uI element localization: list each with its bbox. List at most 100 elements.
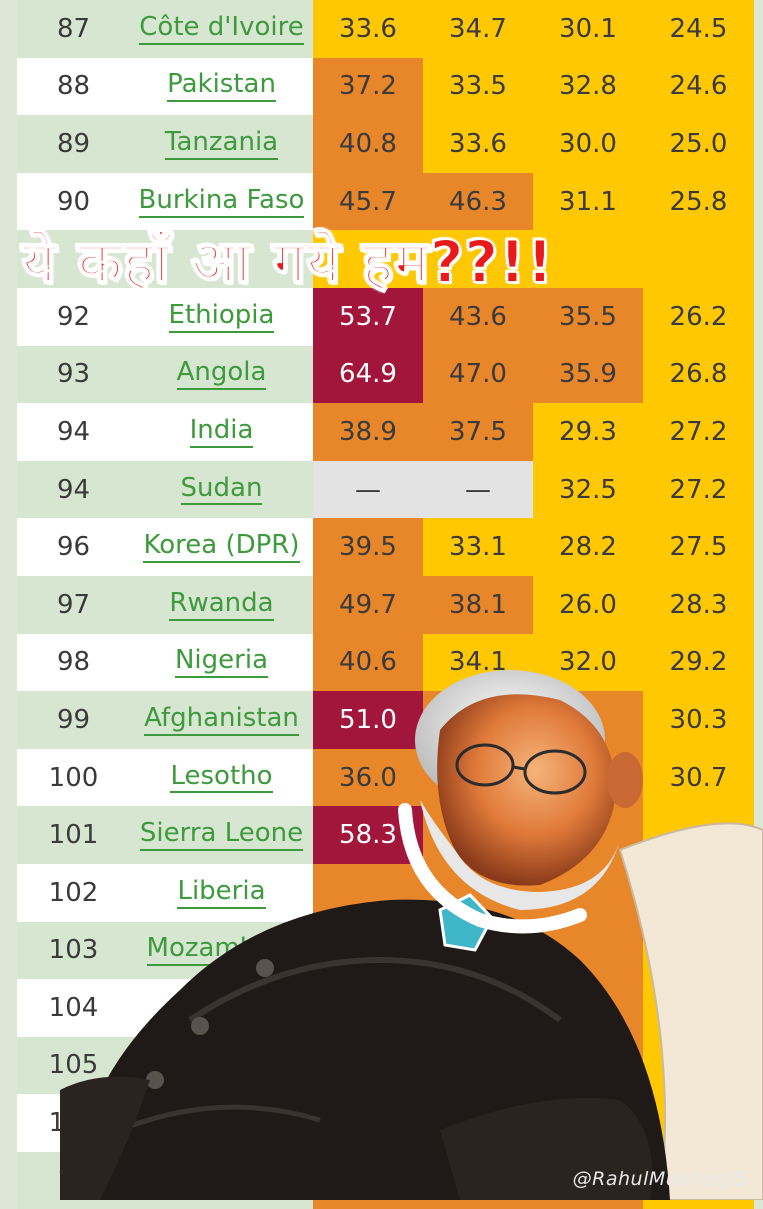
country-cell[interactable]: Sierra Leone [130,806,313,864]
country-cell[interactable]: Afghanistan [130,691,313,749]
rank-cell: 97 [56,589,91,620]
score-cell: 43.6 [423,287,533,346]
rank-cell: 87 [56,13,91,44]
score-cell: 53.7 [313,287,423,346]
score-cell: 35.9 [533,345,643,404]
country-cell[interactable]: Côte d'Ivoire [130,0,313,58]
score-cell: 36.0 [313,748,423,807]
score-cell: 28.3 [643,575,754,634]
country-cell[interactable]: Burkina Faso [130,173,313,231]
score-cell: 27.2 [643,403,754,461]
score-cell: 51.0 [313,691,423,749]
country-link[interactable]: Pakistan [167,70,276,103]
score-cell: 27.2 [643,460,754,519]
score-cell: 40.8 [313,115,423,173]
country-link[interactable]: Angola [176,358,267,391]
table-row: 92 Ethiopia 53.7 43.6 35.5 26.2 [17,287,754,346]
rank-cell: 92 [56,301,91,332]
score-cell: 26.8 [643,345,754,404]
score-cell: 33.1 [423,518,533,576]
score-cell: 33.6 [313,0,423,58]
country-link[interactable]: Lesotho [170,761,273,794]
country-link[interactable]: Côte d'Ivoire [139,12,304,45]
table-row: 87 Côte d'Ivoire 33.6 34.7 30.1 24.5 [17,0,754,58]
country-cell[interactable]: Pakistan [130,58,313,116]
country-cell[interactable]: Korea (DPR) [130,518,313,576]
score-cell: 30.3 [643,691,754,749]
table-row: 90 Burkina Faso 45.7 46.3 31.1 25.8 [17,172,754,231]
country-cell[interactable]: Liberia [130,864,313,922]
rank-cell: 102 [48,877,99,908]
table-row: 93 Angola 64.9 47.0 35.9 26.8 [17,345,754,404]
country-link[interactable]: Afghanistan [144,703,299,736]
country-link[interactable]: Sudan [180,473,263,506]
score-cell: 32.8 [533,57,643,116]
country-cell[interactable]: Angola [130,346,313,404]
score-cell: 38.9 [313,403,423,461]
score-cell: 37.5 [423,403,533,461]
score-cell [423,230,533,288]
score-cell: 28.2 [533,518,643,576]
score-cell: 24.5 [643,0,754,58]
score-cell [313,230,423,288]
score-cell: 30.0 [533,115,643,173]
score-cell: 29.3 [533,403,643,461]
table-row: 97 Rwanda 49.7 38.1 26.0 28.3 [17,575,754,634]
hindi-caption: ये कहाँ आ गये हम??!! [21,227,555,297]
person-illustration [60,670,763,1200]
country-link[interactable]: Liberia [177,876,266,909]
country-link[interactable]: Sierra Leone [139,818,304,852]
rank-cell: 93 [56,359,91,390]
rank-cell: 101 [48,820,99,851]
score-cell: — [313,460,423,519]
country-cell[interactable]: Nigeria [130,634,313,692]
country-cell[interactable]: Sudan [130,461,313,519]
score-cell: 38.1 [423,575,533,634]
score-cell: 31.1 [533,172,643,231]
score-cell: 37.2 [313,57,423,116]
rank-cell: 98 [56,647,91,678]
score-cell: 26.2 [643,287,754,346]
table-row: 94 Sudan — —32.5 27.2 [17,460,754,519]
table-row [17,230,754,288]
rank-cell: 103 [48,935,99,966]
country-cell[interactable]: Rwanda [130,576,313,634]
country-cell[interactable]: India [130,403,313,461]
rank-cell: 88 [56,71,91,102]
country-cell[interactable]: Tanzania [130,115,313,173]
score-cell: 24.6 [643,57,754,116]
country-cell[interactable]: Lesotho [130,749,313,807]
rank-cell: 100 [48,762,99,793]
country-link[interactable]: Korea (DPR) [143,530,300,564]
table-row: 88 Pakistan 37.2 33.5 32.8 24.6 [17,57,754,116]
country-link[interactable]: Rwanda [169,588,274,621]
score-cell: 30.7 [643,748,754,807]
score-cell: 39.5 [313,518,423,576]
score-cell: 29.2 [643,633,754,692]
country-link[interactable]: Tanzania [164,127,279,160]
score-cell: 49.7 [313,575,423,634]
score-cell [533,230,643,288]
score-cell: — [423,460,533,519]
rank-cell: 90 [56,186,91,217]
table-row: 96 Korea (DPR) 39.5 33.1 28.2 27.5 [17,518,754,576]
score-cell: 27.5 [643,518,754,576]
watermark: @RahulMukherji5 [572,1168,747,1190]
score-cell: 33.6 [423,115,533,173]
score-cell: 25.0 [643,115,754,173]
score-cell [643,230,754,288]
table-row: 89 Tanzania 40.8 33.6 30.0 25.0 [17,115,754,173]
score-cell: 47.0 [423,345,533,404]
country-link[interactable]: Nigeria [174,645,269,679]
rank-cell: 105 [48,1050,99,1081]
score-cell: 32.5 [533,460,643,519]
country-link[interactable]: Ethiopia [168,300,275,333]
score-cell: 25.8 [643,172,754,231]
country-cell[interactable]: Ethiopia [130,288,313,346]
country-link[interactable]: India [189,415,254,448]
country-link[interactable]: Burkina Faso [138,185,305,218]
score-cell: 30.1 [533,0,643,58]
rank-cell: 94 [56,416,91,447]
score-cell: 64.9 [313,345,423,404]
score-cell: 34.7 [423,0,533,58]
